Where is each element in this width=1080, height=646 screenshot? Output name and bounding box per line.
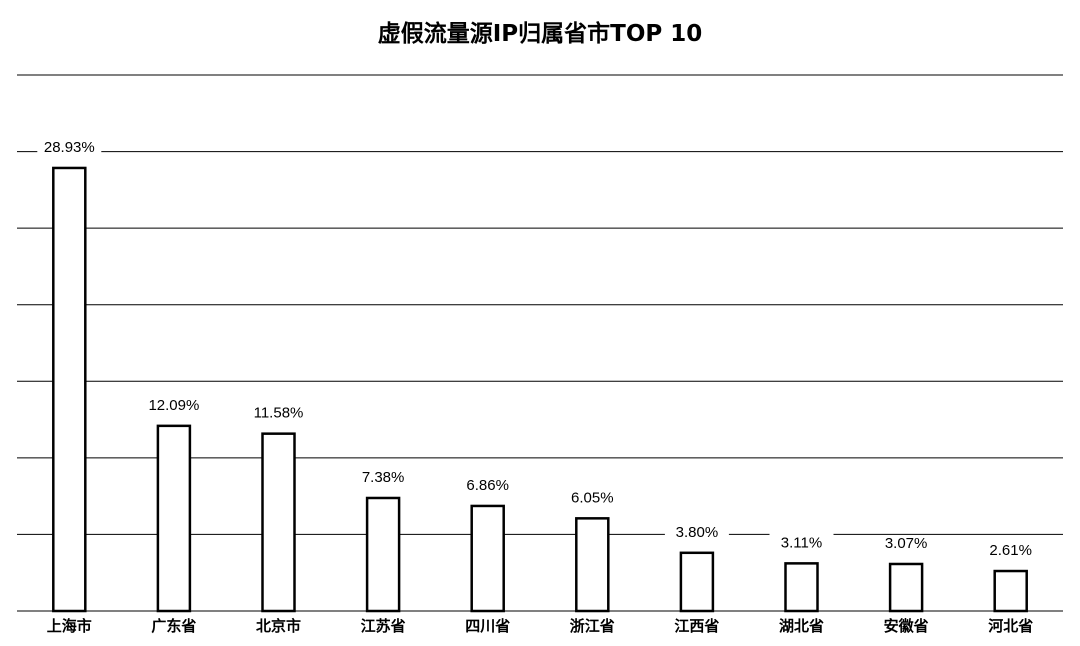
x-tick-label-0: 上海市 [47,617,92,635]
bar-7 [784,562,819,613]
bar-3 [365,496,401,613]
bar-5 [575,517,610,613]
data-labels: 28.93% 12.09% 11.58% 7.38% 6.86% 6.05% 3.80% 3.… [44,139,1032,559]
gridlines [17,74,1063,612]
bar-4 [470,504,505,613]
data-label-9: 2.61% [989,542,1032,559]
bars [52,166,1028,613]
data-label-5: 6.05% [571,489,614,506]
data-label-3: 7.38% [362,469,405,486]
x-tick-label-3: 江苏省 [361,617,406,635]
x-tick-label-1: 广东省 [151,617,196,635]
data-label-2: 11.58% [254,405,304,422]
data-label-6: 3.80% [676,524,719,541]
x-tick-label-9: 河北省 [988,617,1033,635]
data-label-8: 3.07% [885,535,928,552]
x-tick-label-5: 浙江省 [570,617,615,635]
x-tick-label-4: 四川省 [465,617,510,635]
data-label-1: 12.09% [148,397,199,414]
x-tick-label-2: 北京市 [256,617,301,635]
bar-2 [261,432,296,613]
data-label-7: 3.11% [781,534,822,551]
bar-0 [52,166,87,613]
chart-title: 虚假流量源IP归属省市TOP 10 [377,21,703,47]
data-label-0: 28.93% [44,139,95,156]
x-tick-label-7: 湖北省 [779,617,824,635]
x-axis-tick-labels: 上海市 广东省 北京市 江苏省 四川省 浙江省 江西省 湖北省 安徽省 河北省 [47,617,1033,635]
x-tick-label-6: 江西省 [674,617,719,635]
bar-8 [888,562,924,613]
x-tick-label-8: 安徽省 [884,617,929,635]
bar-6 [679,551,715,613]
bar-1 [156,424,192,613]
bar-9 [993,569,1028,613]
data-label-4: 6.86% [466,477,509,494]
